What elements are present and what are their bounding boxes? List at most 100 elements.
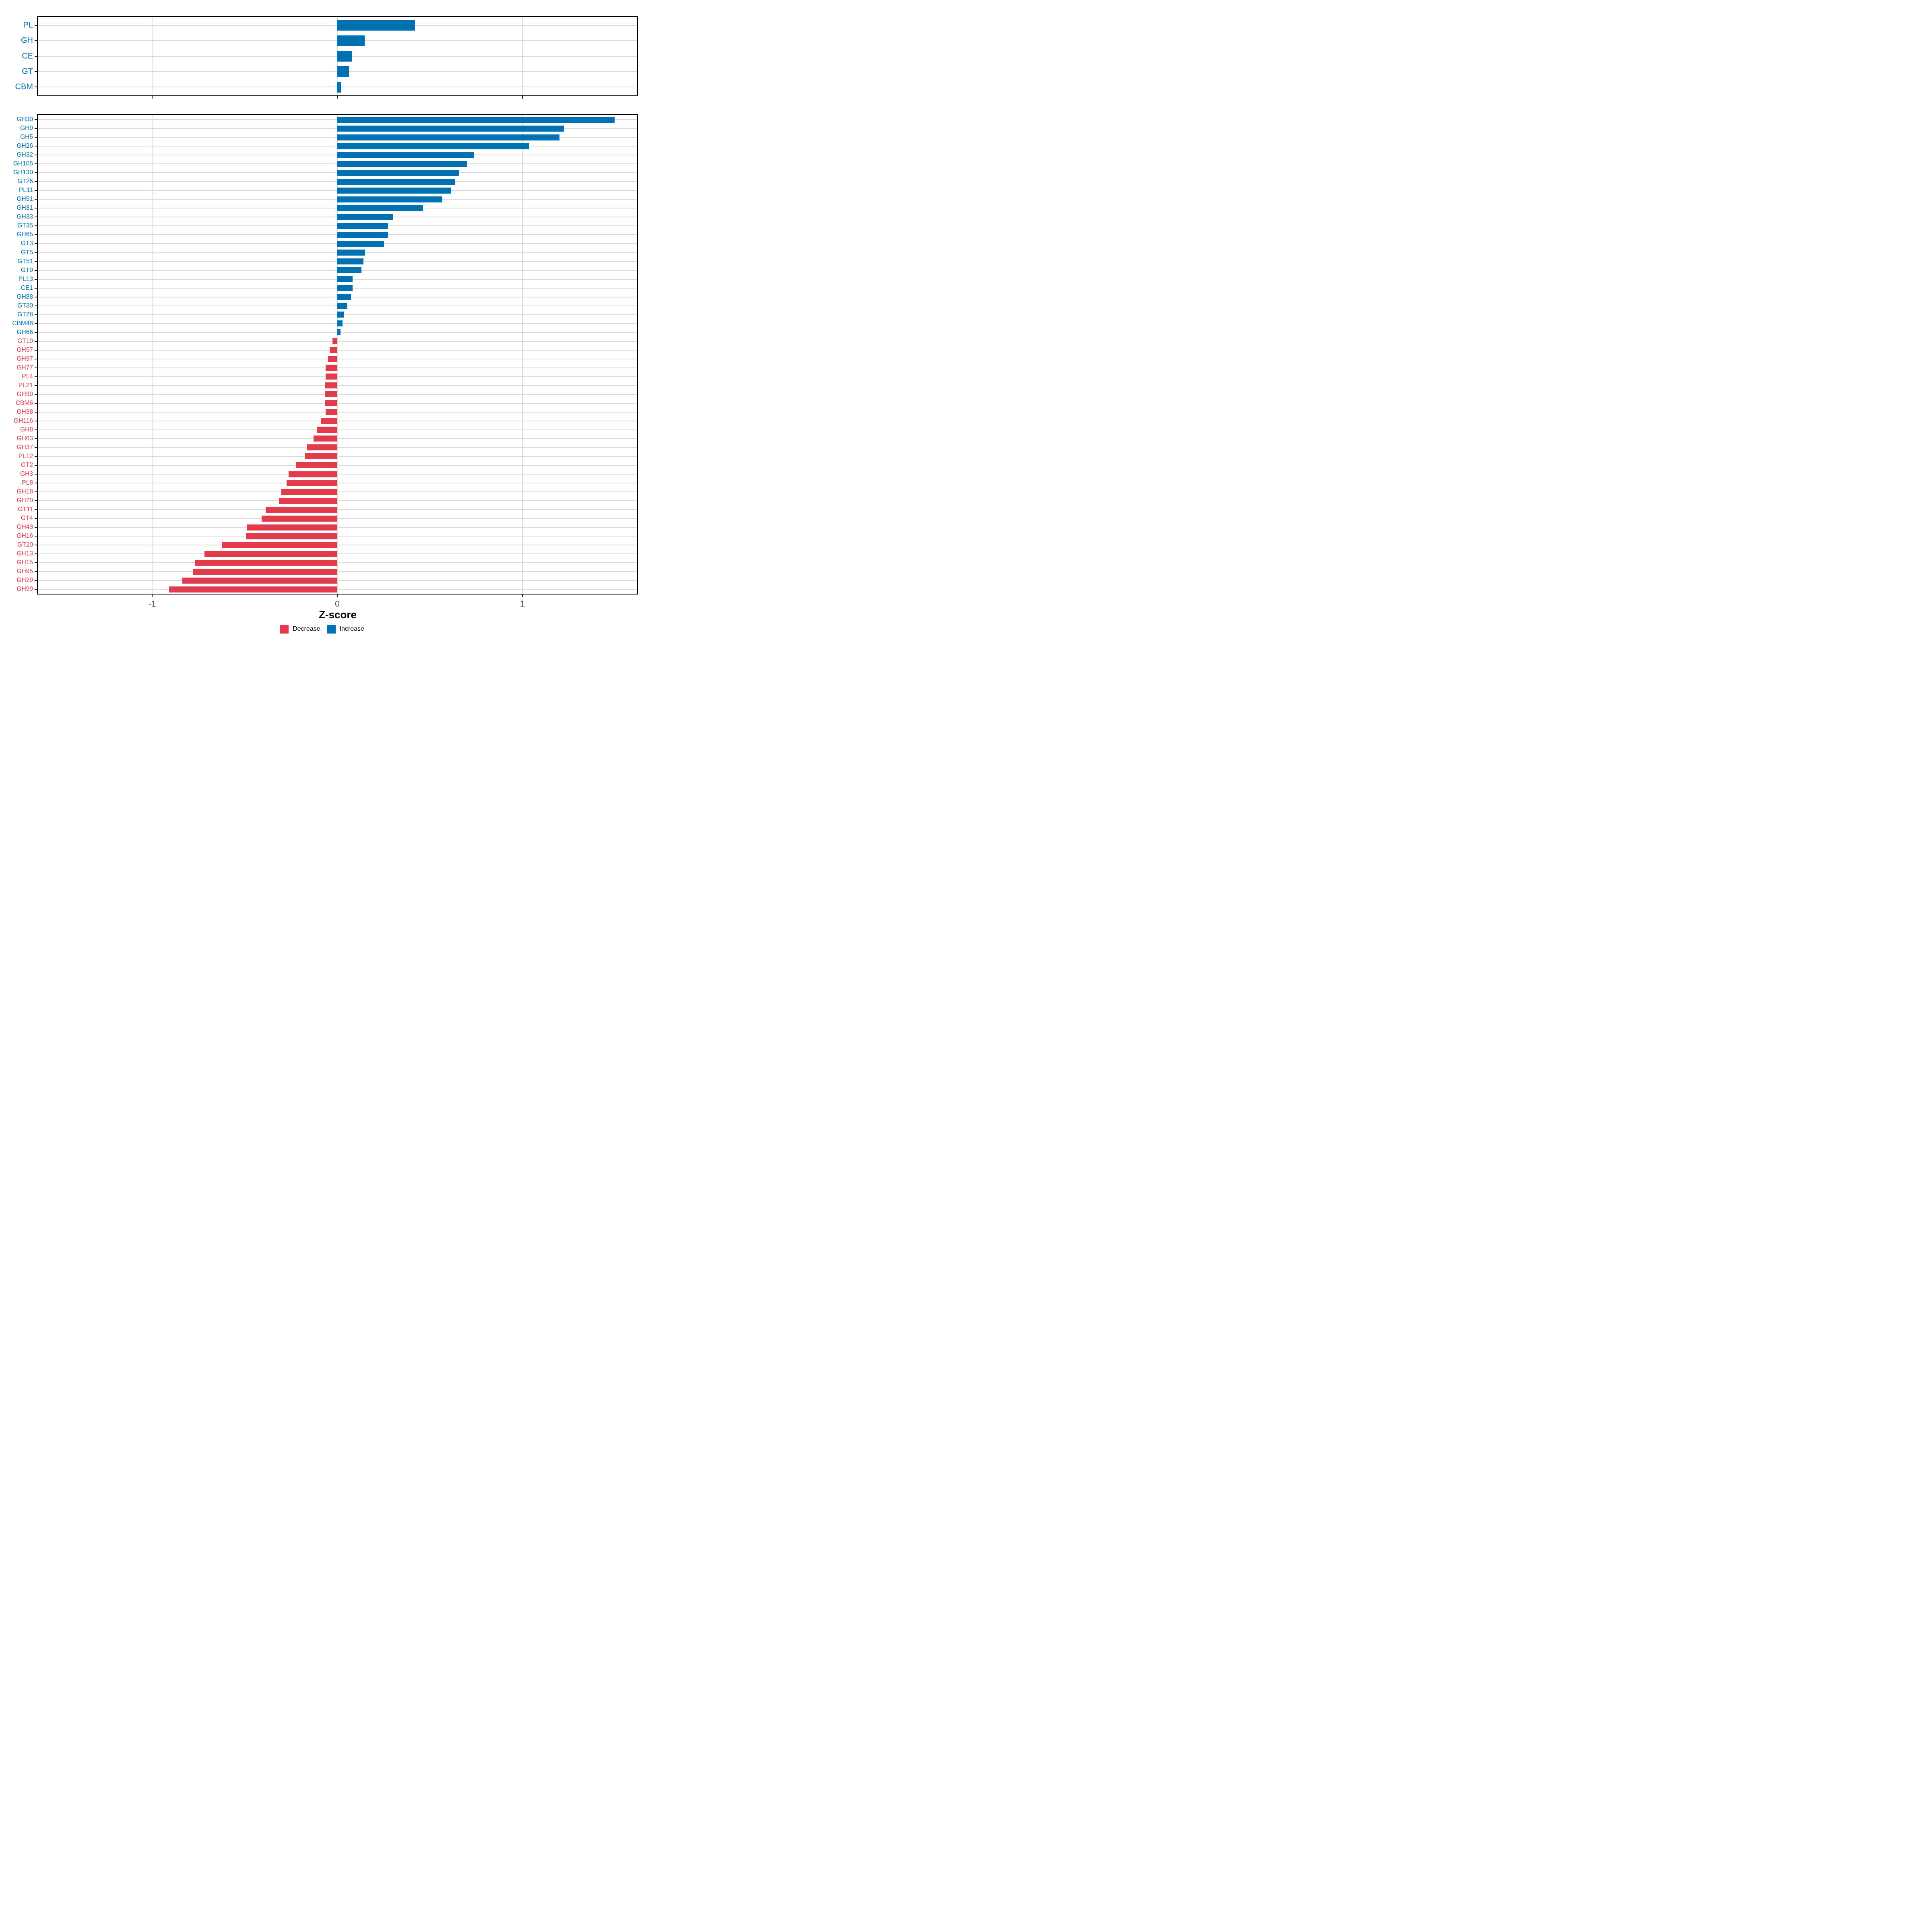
row-label-PL12: PL12: [18, 452, 33, 460]
bar-PL21: [325, 382, 337, 389]
bar-GH18: [281, 489, 337, 495]
y-tick-GT11: [35, 509, 37, 510]
y-tick-GH77: [35, 367, 37, 368]
y-tick-PL13: [35, 279, 37, 280]
row-label-CBM48: CBM48: [12, 320, 33, 327]
bar-GH51: [337, 196, 443, 202]
x-tick-0: [337, 96, 338, 99]
bar-GT4: [261, 515, 337, 522]
row-label-GT4: GT4: [21, 515, 33, 522]
legend-key-decrease-swatch: [280, 625, 289, 634]
y-tick-GH57: [35, 349, 37, 351]
x-tick--1: [152, 594, 153, 597]
y-tick-GH3: [35, 474, 37, 475]
bar-GH65: [337, 231, 388, 238]
y-tick-GH5: [35, 137, 37, 138]
y-tick-GH99: [35, 589, 37, 590]
bar-GH57: [330, 347, 337, 353]
gridline-x1: [522, 16, 523, 96]
row-label-GH63: GH63: [17, 435, 33, 442]
bar-GT30: [337, 303, 347, 309]
bar-GH16: [246, 533, 337, 539]
gridline-x0: [337, 114, 338, 594]
y-tick-GH8: [35, 429, 37, 430]
y-tick-GH43: [35, 527, 37, 528]
row-label-PL: PL: [23, 21, 33, 30]
bar-GT: [337, 66, 349, 77]
bar-GH95: [192, 568, 337, 575]
row-label-PL13: PL13: [18, 275, 33, 283]
row-label-GT51: GT51: [17, 258, 33, 265]
x-tick--1: [152, 96, 153, 99]
bar-GH3: [289, 471, 337, 477]
y-tick-CBM6: [35, 402, 37, 404]
bar-GH15: [195, 559, 337, 566]
panel-families: [37, 114, 638, 594]
row-label-GH77: GH77: [17, 364, 33, 371]
row-label-GT28: GT28: [17, 311, 33, 318]
bar-GH38: [325, 409, 337, 415]
row-label-GH13: GH13: [17, 550, 33, 557]
row-label-PL4: PL4: [22, 373, 33, 380]
y-tick-GH38: [35, 411, 37, 413]
y-tick-GH105: [35, 163, 37, 165]
row-label-PL21: PL21: [18, 382, 33, 389]
y-tick-CBM48: [35, 323, 37, 324]
y-tick-GH39: [35, 394, 37, 395]
y-tick-GH66: [35, 332, 37, 333]
row-label-GH39: GH39: [17, 390, 33, 398]
row-label-GH37: GH37: [17, 444, 33, 451]
row-label-GH16: GH16: [17, 533, 33, 540]
bar-GH8: [316, 427, 337, 433]
y-tick-GH65: [35, 234, 37, 235]
gridline-x-1: [152, 16, 153, 96]
y-tick-GT9: [35, 270, 37, 271]
y-tick-GT: [35, 71, 37, 72]
bar-GH66: [337, 329, 341, 336]
y-tick-GT35: [35, 225, 37, 227]
row-label-GT5: GT5: [21, 249, 33, 256]
bar-GH9: [337, 125, 564, 132]
bar-PL11: [337, 187, 451, 194]
row-label-GH130: GH130: [13, 169, 33, 176]
bar-GT11: [265, 506, 337, 513]
bar-GH29: [182, 577, 337, 584]
bar-GH30: [337, 116, 615, 123]
gridline-x-1: [152, 114, 153, 594]
row-label-GH8: GH8: [20, 426, 33, 433]
row-label-CE: CE: [22, 52, 33, 61]
x-axis-title: Z-score: [319, 609, 357, 621]
panel-overview: [37, 16, 638, 96]
bar-GH33: [337, 214, 393, 220]
y-tick-GH30: [35, 119, 37, 120]
bar-GT5: [337, 250, 365, 256]
row-label-GH99: GH99: [17, 586, 33, 593]
row-label-GT3: GT3: [21, 240, 33, 247]
bar-GH32: [337, 152, 474, 158]
bar-GH105: [337, 161, 468, 167]
bar-GH31: [337, 205, 423, 211]
y-tick-PL4: [35, 376, 37, 377]
y-tick-PL11: [35, 190, 37, 191]
zscore-bar-chart-figure: PL GH CE GT CBM GH30 GH9 GH5 GH26 GH32 GH105 GH130 G…: [0, 0, 644, 644]
row-label-GT19: GT19: [17, 337, 33, 345]
bar-PL4: [325, 374, 337, 380]
y-tick-GH51: [35, 199, 37, 200]
row-label-GH18: GH18: [17, 488, 33, 495]
bar-GH130: [337, 169, 459, 176]
y-tick-PL12: [35, 456, 37, 457]
y-tick-GH16: [35, 536, 37, 537]
row-label-CBM: CBM: [15, 82, 33, 91]
bar-CE: [337, 51, 352, 62]
bar-GH: [337, 35, 365, 46]
bar-GT20: [221, 542, 337, 548]
row-label-GH15: GH15: [17, 559, 33, 566]
row-label-GH38: GH38: [17, 408, 33, 415]
y-tick-GH95: [35, 571, 37, 572]
bar-GT35: [337, 223, 388, 229]
bar-PL8: [287, 480, 337, 486]
bar-GT9: [337, 267, 361, 274]
row-label-GH95: GH95: [17, 568, 33, 575]
bar-GH77: [325, 365, 337, 371]
y-tick-GT4: [35, 518, 37, 519]
